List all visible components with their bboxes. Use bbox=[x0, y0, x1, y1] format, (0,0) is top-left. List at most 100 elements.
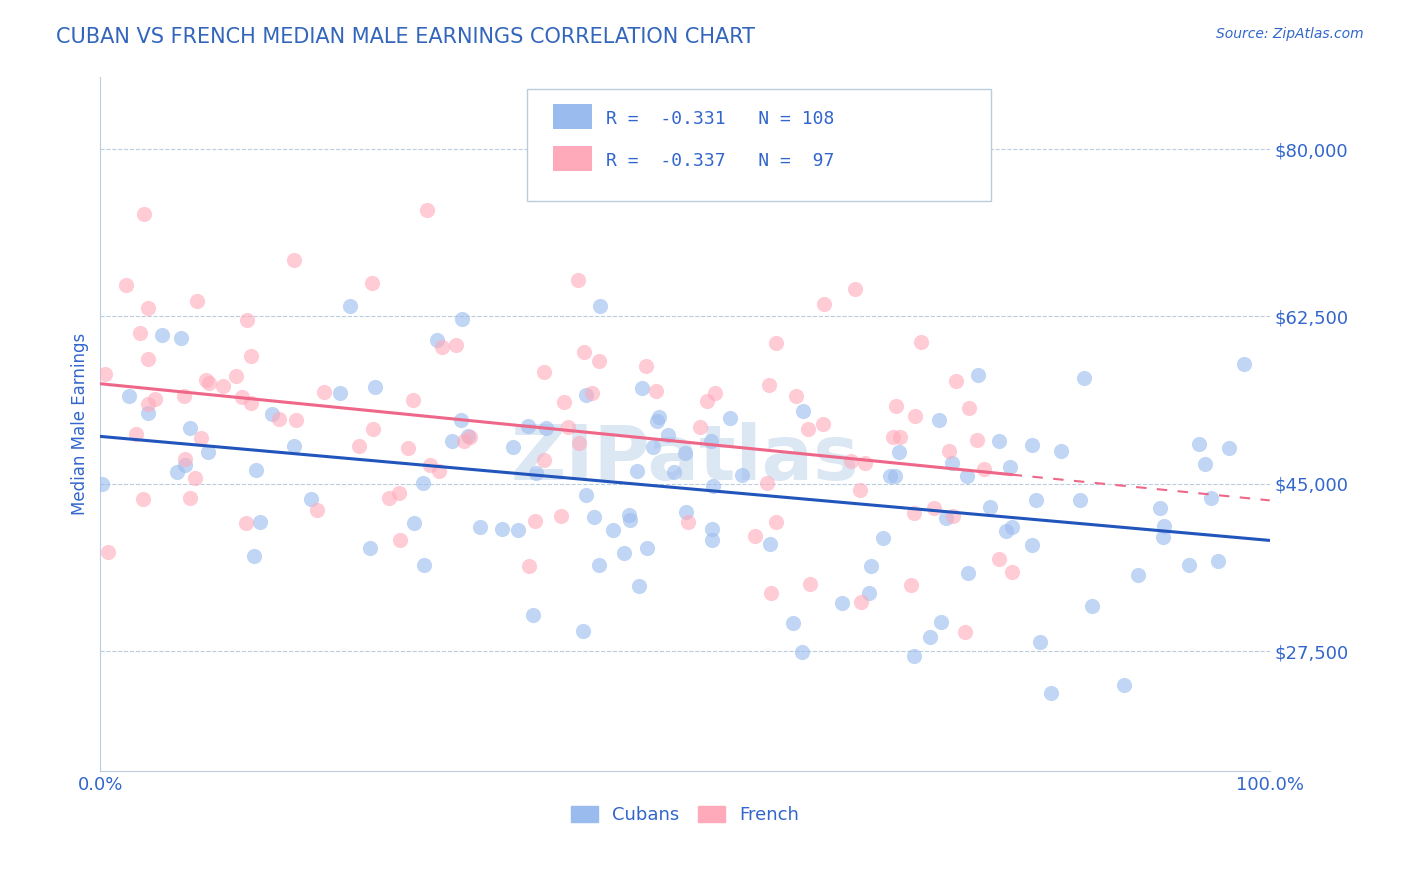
Point bbox=[910, 335, 932, 350]
Point bbox=[641, 440, 664, 454]
Point bbox=[664, 465, 686, 479]
Point bbox=[506, 524, 529, 538]
Point bbox=[718, 411, 741, 425]
Point bbox=[166, 465, 188, 479]
Point bbox=[491, 522, 513, 536]
Point bbox=[1000, 460, 1022, 475]
Point bbox=[173, 458, 195, 472]
Point bbox=[534, 421, 557, 435]
Point bbox=[416, 203, 439, 218]
Point bbox=[945, 375, 967, 389]
Point bbox=[839, 453, 862, 467]
Point bbox=[173, 452, 195, 467]
Point bbox=[242, 549, 264, 563]
Point bbox=[1081, 599, 1104, 613]
Point bbox=[744, 529, 766, 543]
Point bbox=[700, 522, 723, 536]
Point bbox=[799, 577, 821, 591]
Point bbox=[889, 430, 911, 444]
Point bbox=[900, 578, 922, 592]
Point bbox=[988, 434, 1011, 449]
Point bbox=[283, 252, 305, 267]
Point bbox=[1069, 492, 1091, 507]
Text: R =  -0.337   N =  97: R = -0.337 N = 97 bbox=[606, 152, 834, 169]
Point bbox=[557, 420, 579, 434]
Point bbox=[524, 514, 547, 528]
Point bbox=[502, 440, 524, 454]
Point bbox=[312, 384, 335, 399]
Point bbox=[262, 408, 284, 422]
Point bbox=[457, 429, 479, 443]
Point bbox=[245, 462, 267, 476]
Point bbox=[636, 541, 658, 556]
Point bbox=[285, 413, 308, 427]
Point bbox=[941, 456, 963, 470]
Point bbox=[440, 434, 463, 449]
Point bbox=[299, 491, 322, 506]
Point bbox=[796, 422, 818, 436]
Point bbox=[765, 335, 787, 350]
Point bbox=[588, 353, 610, 368]
Point bbox=[858, 585, 880, 599]
Point bbox=[966, 368, 988, 383]
Point bbox=[851, 595, 873, 609]
Point bbox=[956, 468, 979, 483]
Point bbox=[1149, 500, 1171, 515]
Point bbox=[759, 586, 782, 600]
Point bbox=[938, 444, 960, 458]
Point bbox=[1021, 537, 1043, 551]
Point bbox=[553, 395, 575, 409]
Point bbox=[589, 300, 612, 314]
Point bbox=[792, 404, 814, 418]
Point bbox=[404, 516, 426, 530]
Point bbox=[813, 297, 835, 311]
Point bbox=[785, 389, 807, 403]
Point bbox=[152, 328, 174, 343]
Point bbox=[602, 524, 624, 538]
Point bbox=[758, 377, 780, 392]
Point bbox=[283, 439, 305, 453]
Point bbox=[453, 434, 475, 449]
Point bbox=[702, 479, 724, 493]
Point bbox=[524, 466, 547, 480]
Point bbox=[583, 509, 606, 524]
Point bbox=[676, 516, 699, 530]
Point bbox=[128, 326, 150, 340]
Point bbox=[1206, 553, 1229, 567]
Point bbox=[918, 630, 941, 644]
Point bbox=[412, 476, 434, 491]
Legend: Cubans, French: Cubans, French bbox=[571, 805, 799, 824]
Point bbox=[1039, 685, 1062, 699]
Point bbox=[904, 409, 927, 424]
Point bbox=[849, 483, 872, 497]
Point bbox=[388, 486, 411, 500]
Point bbox=[97, 545, 120, 559]
Point bbox=[1001, 520, 1024, 534]
Point bbox=[339, 299, 361, 313]
Point bbox=[136, 406, 159, 420]
Point bbox=[186, 294, 208, 309]
Point bbox=[138, 397, 160, 411]
Point bbox=[696, 394, 718, 409]
Point bbox=[887, 444, 910, 458]
Point bbox=[935, 511, 957, 525]
Point bbox=[359, 541, 381, 555]
Point bbox=[468, 520, 491, 534]
Point bbox=[1187, 436, 1209, 450]
Point bbox=[430, 339, 453, 353]
Point bbox=[225, 369, 247, 384]
Point bbox=[1194, 457, 1216, 471]
Point bbox=[1049, 443, 1071, 458]
Point bbox=[630, 382, 652, 396]
Point bbox=[942, 508, 965, 523]
Point bbox=[1153, 519, 1175, 533]
Point bbox=[125, 426, 148, 441]
Point bbox=[574, 488, 596, 502]
Point bbox=[235, 516, 257, 531]
Point bbox=[928, 413, 950, 427]
Point bbox=[329, 385, 352, 400]
Point bbox=[1218, 441, 1240, 455]
Point bbox=[190, 431, 212, 445]
Point bbox=[396, 441, 419, 455]
Point bbox=[550, 509, 572, 524]
